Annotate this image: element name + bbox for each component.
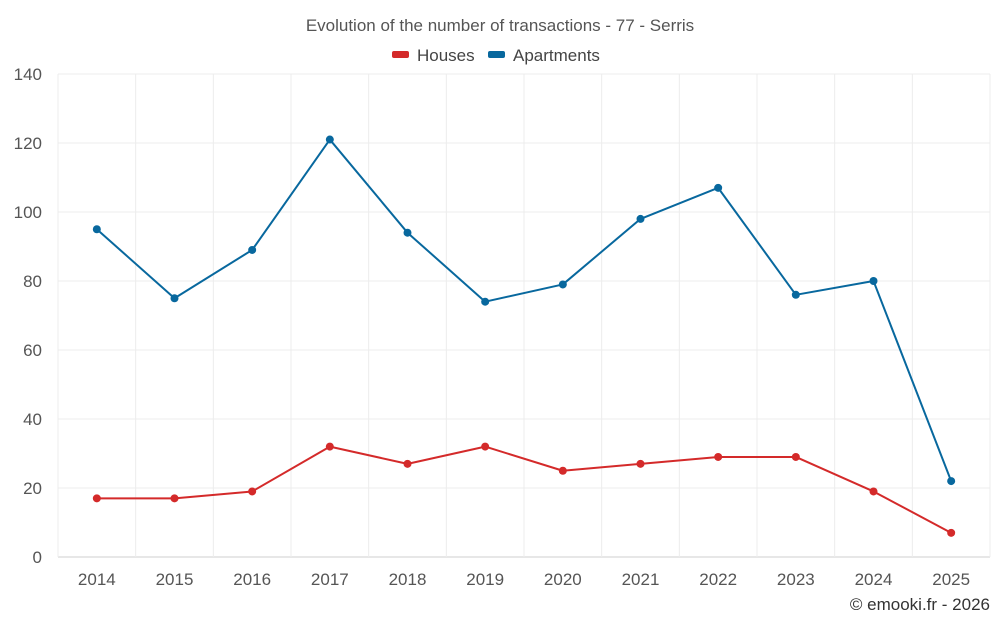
series-line-houses <box>96 445 952 534</box>
y-tick-label: 100 <box>14 203 42 222</box>
data-point-apartments[interactable] <box>92 225 101 234</box>
y-tick-label: 20 <box>23 479 42 498</box>
series-apartments <box>92 135 956 486</box>
data-point-apartments[interactable] <box>869 277 878 285</box>
x-tick-label: 2016 <box>233 570 271 589</box>
grid <box>57 73 991 558</box>
data-point-houses[interactable] <box>170 494 179 503</box>
data-point-apartments[interactable] <box>714 183 723 192</box>
data-point-houses[interactable] <box>481 442 490 451</box>
legend: Houses Apartments <box>392 46 600 65</box>
data-point-apartments[interactable] <box>481 297 490 306</box>
data-point-houses[interactable] <box>325 442 334 451</box>
data-point-houses[interactable] <box>92 494 101 503</box>
data-point-apartments[interactable] <box>170 294 179 303</box>
x-axis: 2014 2015 2016 2017 2018 2019 2020 2021 2022 2023… <box>78 570 970 589</box>
data-point-apartments[interactable] <box>248 245 257 254</box>
data-point-apartments[interactable] <box>558 280 567 289</box>
x-tick-label: 2021 <box>622 570 660 589</box>
data-point-houses[interactable] <box>558 466 567 475</box>
y-tick-label: 140 <box>14 65 42 84</box>
series-group <box>92 135 956 537</box>
x-tick-label: 2020 <box>544 570 582 589</box>
x-tick-label: 2015 <box>156 570 194 589</box>
data-point-houses[interactable] <box>869 487 878 496</box>
y-tick-label: 40 <box>23 410 42 429</box>
y-tick-label: 120 <box>14 134 42 153</box>
x-tick-label: 2022 <box>699 570 737 589</box>
data-point-apartments[interactable] <box>947 477 956 486</box>
data-point-apartments[interactable] <box>403 228 412 237</box>
x-tick-label: 2017 <box>311 570 349 589</box>
legend-label-apartments: Apartments <box>513 46 600 65</box>
data-point-houses[interactable] <box>947 528 956 537</box>
legend-swatch-apartments <box>488 51 505 58</box>
x-tick-label: 2025 <box>932 570 970 589</box>
credit-text: © emooki.fr - 2026 <box>850 595 990 614</box>
x-tick-label: 2024 <box>855 570 893 589</box>
x-tick-label: 2014 <box>78 570 116 589</box>
legend-item-houses[interactable]: Houses <box>392 46 475 65</box>
chart-title: Evolution of the number of transactions … <box>306 16 694 35</box>
data-point-houses[interactable] <box>791 452 800 461</box>
legend-label-houses: Houses <box>417 46 475 65</box>
y-tick-label: 60 <box>23 341 42 360</box>
x-tick-label: 2023 <box>777 570 815 589</box>
y-tick-label: 80 <box>23 272 42 291</box>
legend-swatch-houses <box>392 51 409 58</box>
y-tick-label: 0 <box>33 548 42 567</box>
x-tick-label: 2018 <box>389 570 427 589</box>
series-houses <box>92 442 956 537</box>
legend-item-apartments[interactable]: Apartments <box>488 46 600 65</box>
data-point-apartments[interactable] <box>791 290 800 299</box>
x-tick-label: 2019 <box>466 570 504 589</box>
data-point-houses[interactable] <box>714 452 723 461</box>
data-point-houses[interactable] <box>403 459 412 468</box>
series-line-apartments <box>96 138 953 482</box>
data-point-houses[interactable] <box>248 487 257 496</box>
data-point-apartments[interactable] <box>636 214 645 223</box>
data-point-houses[interactable] <box>636 459 645 468</box>
y-axis: 0 20 40 60 80 100 120 140 <box>14 65 42 567</box>
data-point-apartments[interactable] <box>325 135 334 144</box>
